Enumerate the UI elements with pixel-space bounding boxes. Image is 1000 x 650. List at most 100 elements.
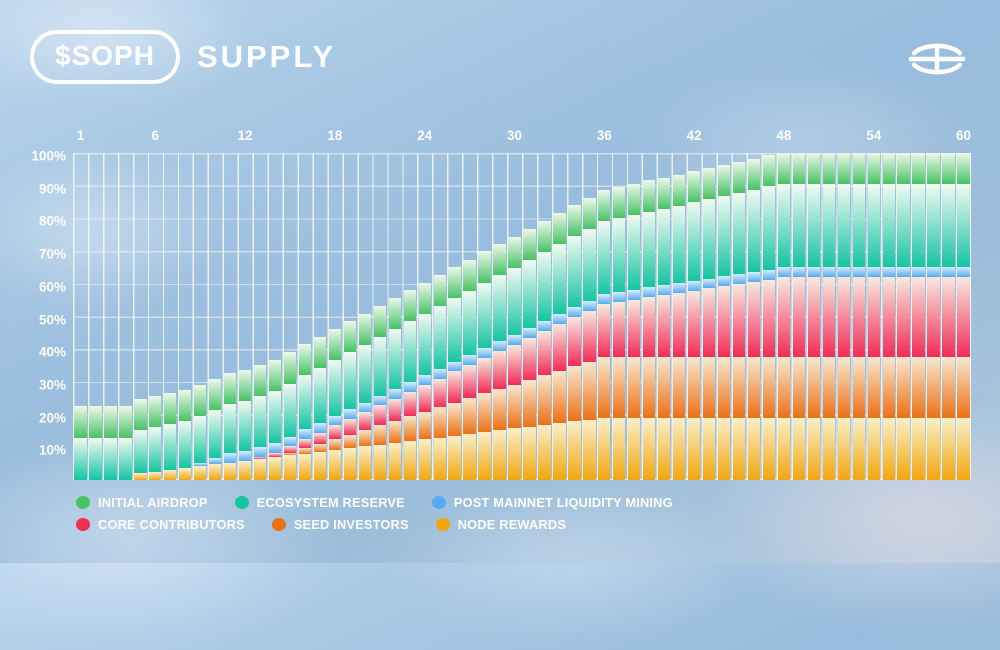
bar-segment-liquidity_mining [747, 272, 761, 282]
legend-item-label: INITIAL AIRDROP [98, 495, 208, 510]
bar-segment-ecosystem_reserve [852, 184, 865, 268]
bar-segment-initial_airdrop [687, 171, 701, 203]
bar-segment-node_rewards [388, 442, 401, 480]
bar-month-1 [74, 153, 87, 480]
bar-segment-node_rewards [508, 428, 521, 480]
bar-month-12 [238, 153, 252, 480]
bar-segment-ecosystem_reserve [283, 383, 297, 437]
bar-segment-initial_airdrop [343, 321, 357, 353]
bar-month-8 [179, 153, 192, 480]
bar-segment-liquidity_mining [687, 280, 701, 291]
bar-segment-initial_airdrop [912, 153, 925, 185]
bar-segment-liquidity_mining [927, 267, 940, 278]
bar-segment-core_contributors [762, 279, 776, 358]
bar-segment-ecosystem_reserve [613, 218, 626, 292]
bar-segment-seed_investors [568, 366, 581, 422]
bar-segment-core_contributors [897, 277, 910, 358]
legend: INITIAL AIRDROP ECOSYSTEM RESERVE POST MAI… [76, 495, 673, 539]
bar-segment-seed_investors [807, 357, 821, 418]
bar-segment-initial_airdrop [762, 155, 776, 187]
bar-segment-liquidity_mining [448, 361, 461, 372]
bar-segment-liquidity_mining [807, 267, 821, 278]
bar-segment-liquidity_mining [568, 307, 581, 318]
bar-segment-liquidity_mining [523, 327, 536, 338]
bar-segment-liquidity_mining [268, 442, 282, 453]
bar-segment-seed_investors [358, 429, 372, 447]
bar-segment-core_contributors [403, 391, 416, 417]
bar-segment-ecosystem_reserve [209, 409, 222, 458]
bar-segment-seed_investors [613, 357, 626, 418]
bar-segment-seed_investors [313, 443, 327, 452]
bar-segment-initial_airdrop [194, 384, 207, 416]
bar-segment-liquidity_mining [942, 267, 955, 278]
bar-segment-liquidity_mining [762, 269, 776, 280]
bar-segment-core_contributors [508, 344, 521, 385]
bar-segment-initial_airdrop [882, 153, 895, 185]
bar-segment-ecosystem_reserve [493, 274, 506, 342]
bar-segment-node_rewards [598, 417, 611, 480]
bar-segment-seed_investors [867, 357, 880, 418]
bar-segment-initial_airdrop [223, 372, 237, 404]
x-tick-label: 1 [76, 128, 85, 143]
legend-item-seed_investors: SEED INVESTORS [271, 517, 409, 532]
bar-segment-initial_airdrop [388, 298, 401, 330]
bar-segment-initial_airdrop [777, 153, 791, 185]
bar-segment-liquidity_mining [822, 267, 835, 278]
bar-segment-ecosystem_reserve [897, 184, 910, 268]
bar-segment-node_rewards [777, 417, 791, 480]
bar-month-54 [867, 153, 880, 480]
bar-month-5 [134, 153, 147, 480]
bar-segment-seed_investors [463, 398, 476, 434]
bar-month-48 [777, 153, 791, 480]
bar-segment-seed_investors [672, 357, 686, 418]
bar-month-55 [882, 153, 895, 480]
bar-segment-core_contributors [882, 277, 895, 358]
bar-segment-liquidity_mining [583, 301, 596, 311]
bar-month-15 [283, 153, 297, 480]
x-tick-label: 36 [596, 128, 612, 143]
legend-dot-node_rewards [435, 518, 450, 531]
bar-segment-liquidity_mining [388, 388, 401, 399]
bar-segment-ecosystem_reserve [702, 199, 716, 279]
bar-segment-initial_airdrop [403, 290, 416, 322]
bar-segment-initial_airdrop [104, 406, 117, 438]
bar-segment-ecosystem_reserve [792, 184, 806, 268]
bar-segment-initial_airdrop [478, 251, 491, 283]
bar-segment-node_rewards [478, 431, 491, 480]
bar-segment-liquidity_mining [433, 368, 446, 379]
bar-segment-core_contributors [253, 456, 267, 460]
bar-segment-liquidity_mining [658, 285, 671, 296]
bar-segment-node_rewards [717, 417, 731, 480]
y-tick-label: 70% [38, 246, 66, 262]
bar-segment-node_rewards [807, 417, 821, 480]
bar-segment-node_rewards [687, 417, 701, 480]
bar-segment-node_rewards [583, 419, 596, 480]
bar-segment-ecosystem_reserve [119, 437, 132, 480]
bar-segment-liquidity_mining [373, 395, 386, 406]
bar-segment-initial_airdrop [942, 153, 955, 185]
bar-segment-node_rewards [403, 441, 416, 480]
bar-segment-ecosystem_reserve [732, 192, 746, 275]
bar-month-38 [628, 153, 641, 480]
bar-segment-ecosystem_reserve [837, 184, 850, 268]
bar-segment-ecosystem_reserve [74, 437, 87, 480]
bar-segment-initial_airdrop [837, 153, 850, 185]
bar-month-41 [672, 153, 686, 480]
bar-month-7 [164, 153, 177, 480]
bar-segment-liquidity_mining [538, 321, 551, 331]
bar-segment-liquidity_mining [852, 267, 865, 278]
bar-segment-initial_airdrop [658, 177, 671, 209]
bar-segment-core_contributors [373, 405, 386, 426]
bar-month-21 [373, 153, 386, 480]
bar-segment-core_contributors [448, 371, 461, 403]
bar-segment-node_rewards [268, 457, 282, 480]
bar-segment-liquidity_mining [223, 452, 237, 463]
bar-segment-liquidity_mining [672, 283, 686, 293]
y-tick-label: 80% [38, 213, 66, 229]
bar-segment-node_rewards [568, 421, 581, 480]
plot-area [73, 153, 971, 480]
bar-month-46 [747, 153, 761, 480]
bar-segment-initial_airdrop [74, 406, 87, 438]
y-tick-label: 10% [38, 442, 66, 458]
bar-segment-liquidity_mining [238, 450, 252, 461]
